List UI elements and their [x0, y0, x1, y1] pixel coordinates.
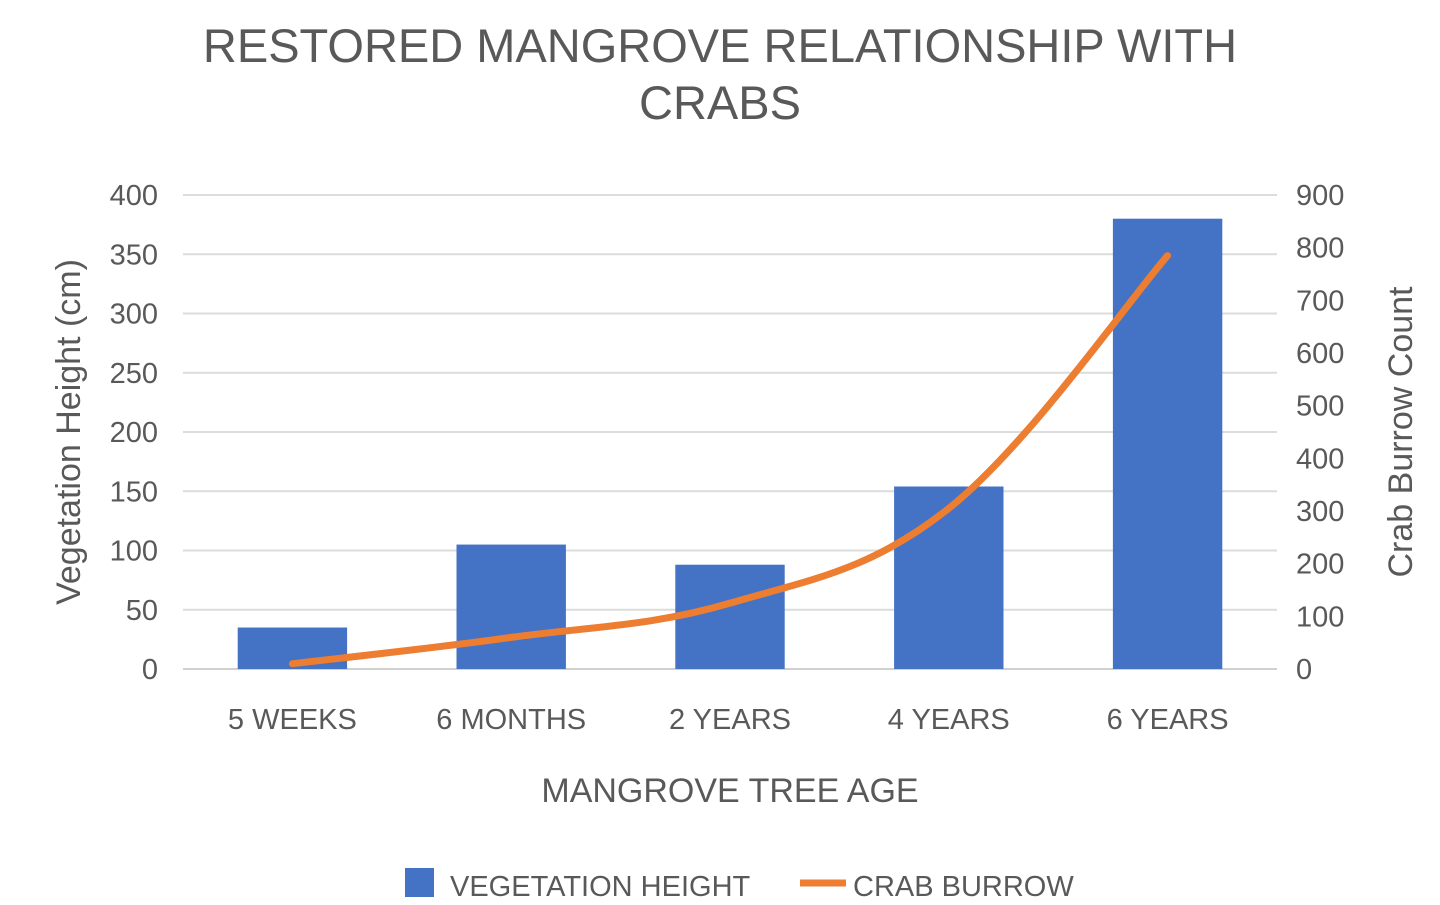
chart-title-line: CRABS — [639, 76, 801, 129]
chart-title-line: RESTORED MANGROVE RELATIONSHIP WITH — [203, 19, 1237, 72]
y-right-tick-label: 600 — [1296, 338, 1344, 370]
y-left-axis-title: Vegetation Height (cm) — [50, 259, 88, 605]
y-right-tick-label: 400 — [1296, 443, 1344, 475]
bar-series — [237, 218, 1223, 669]
y-left-tick-label: 350 — [110, 239, 158, 271]
legend-swatch-bar — [405, 868, 434, 897]
y-left-tick-label: 150 — [110, 476, 158, 508]
y-axis-left: 0 50 100 150 200 250 300 350 400 Vegetation Heigh… — [50, 180, 158, 686]
y-right-tick-label: 900 — [1296, 180, 1344, 212]
legend-label: VEGETATION HEIGHT — [450, 871, 751, 900]
legend-label: CRAB BURROW — [853, 871, 1074, 900]
x-axis: 5 WEEKS 6 MONTHS 2 YEARS 4 YEARS 6 YEARS MANG… — [228, 704, 1229, 810]
y-axis-right: 0 100 200 300 400 500 600 700 800 900 Crab Burrow … — [1296, 180, 1420, 686]
y-left-tick-label: 250 — [110, 358, 158, 390]
y-left-tick-label: 0 — [142, 654, 158, 686]
line-series — [288, 252, 1172, 668]
y-right-tick-label: 800 — [1296, 233, 1344, 265]
y-left-tick-label: 50 — [126, 595, 158, 627]
legend-item-crab-burrow: CRAB BURROW — [800, 871, 1074, 903]
x-axis-title: MANGROVE TREE AGE — [541, 772, 918, 810]
x-tick-label: 5 WEEKS — [228, 704, 357, 736]
bar-vegetation-height-2 — [675, 564, 785, 669]
line-crab-burrow — [288, 252, 1172, 668]
x-tick-label: 6 MONTHS — [436, 704, 586, 736]
x-tick-label: 2 YEARS — [669, 704, 791, 736]
y-right-tick-label: 200 — [1296, 549, 1344, 581]
x-tick-label: 6 YEARS — [1107, 704, 1229, 736]
y-right-tick-label: 500 — [1296, 391, 1344, 423]
y-right-axis-title: Crab Burrow Count — [1382, 286, 1420, 578]
bar-vegetation-height-1 — [456, 544, 566, 669]
y-right-tick-label: 700 — [1296, 285, 1344, 317]
gridlines — [183, 194, 1277, 670]
legend-item-vegetation-height: VEGETATION HEIGHT — [405, 868, 751, 903]
y-left-tick-label: 300 — [110, 299, 158, 331]
bar-vegetation-height-3 — [894, 486, 1004, 669]
x-tick-label: 4 YEARS — [888, 704, 1010, 736]
y-right-tick-label: 100 — [1296, 601, 1344, 633]
y-left-tick-label: 400 — [110, 180, 158, 212]
y-left-tick-label: 100 — [110, 536, 158, 568]
legend: VEGETATION HEIGHT CRAB BURROW — [405, 868, 1074, 903]
y-right-tick-label: 300 — [1296, 496, 1344, 528]
y-left-tick-label: 200 — [110, 417, 158, 449]
y-right-tick-label: 0 — [1296, 654, 1312, 686]
bar-vegetation-height-4 — [1112, 218, 1223, 669]
